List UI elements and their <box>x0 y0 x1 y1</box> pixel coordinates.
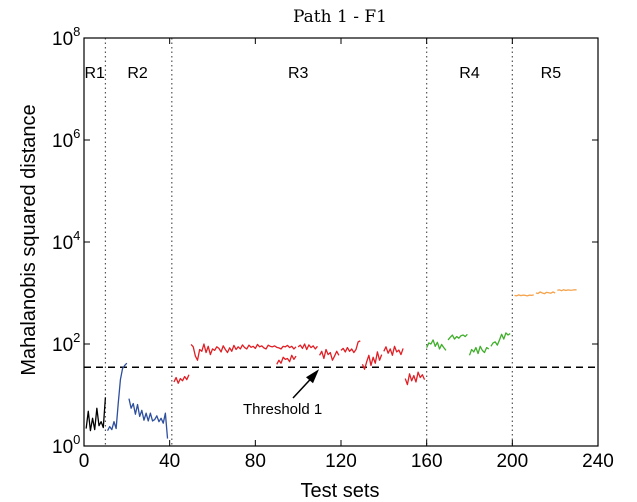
region-labels: R1 R2 R3 R4 R5 <box>84 65 561 82</box>
series-line-2 <box>383 345 404 356</box>
series-line-4 <box>514 294 534 297</box>
series-layer <box>85 289 577 439</box>
y-ticks: 100 102 104 106 108 <box>52 24 598 458</box>
y-tick-label: 106 <box>52 126 80 152</box>
series-line-2 <box>297 343 318 351</box>
region-label: R5 <box>541 65 562 82</box>
y-tick-label: 108 <box>52 24 80 50</box>
x-tick-label: 240 <box>582 451 614 472</box>
series-line-2 <box>173 374 190 384</box>
series-line-3 <box>426 339 447 351</box>
region-label: R4 <box>459 65 480 82</box>
y-tick-label: 102 <box>52 330 80 356</box>
plot-area <box>84 38 598 446</box>
y-tick-label: 104 <box>52 228 80 254</box>
x-tick-label: 40 <box>159 451 180 472</box>
series-line-2 <box>361 351 383 370</box>
x-axis-label: Test sets <box>301 480 380 502</box>
region-label: R2 <box>127 65 148 82</box>
region-label: R1 <box>84 65 105 82</box>
region-boundaries <box>104 38 513 446</box>
plot-background <box>84 38 598 446</box>
series-line-2 <box>276 354 297 365</box>
series-line-1 <box>106 362 128 431</box>
x-ticks: 0 40 80 120 160 200 240 <box>79 38 614 472</box>
x-tick-label: 200 <box>496 451 528 472</box>
threshold-label: Threshold 1 <box>243 401 322 418</box>
x-tick-label: 160 <box>411 451 443 472</box>
x-tick-label: 0 <box>79 451 90 472</box>
series-line-3 <box>490 332 511 347</box>
region-label: R3 <box>288 65 309 82</box>
chart-title: Path 1 - F1 <box>293 7 387 27</box>
series-line-3 <box>468 345 490 356</box>
series-line-1 <box>128 398 169 439</box>
x-tick-label: 80 <box>245 451 266 472</box>
y-tick-label: 100 <box>52 432 80 458</box>
series-line-2 <box>404 371 426 386</box>
threshold-arrow-head <box>306 369 319 384</box>
series-line-2 <box>340 340 361 354</box>
series-line-0 <box>85 397 107 432</box>
y-axis-label: Mahalanobis squared distance <box>18 104 40 375</box>
x-tick-label: 120 <box>325 451 357 472</box>
series-line-3 <box>447 333 468 341</box>
annotation-layer: Threshold 1 <box>243 369 322 418</box>
series-line-2 <box>190 343 297 361</box>
series-line-4 <box>535 291 556 295</box>
series-line-2 <box>319 348 340 361</box>
series-line-4 <box>557 289 577 292</box>
